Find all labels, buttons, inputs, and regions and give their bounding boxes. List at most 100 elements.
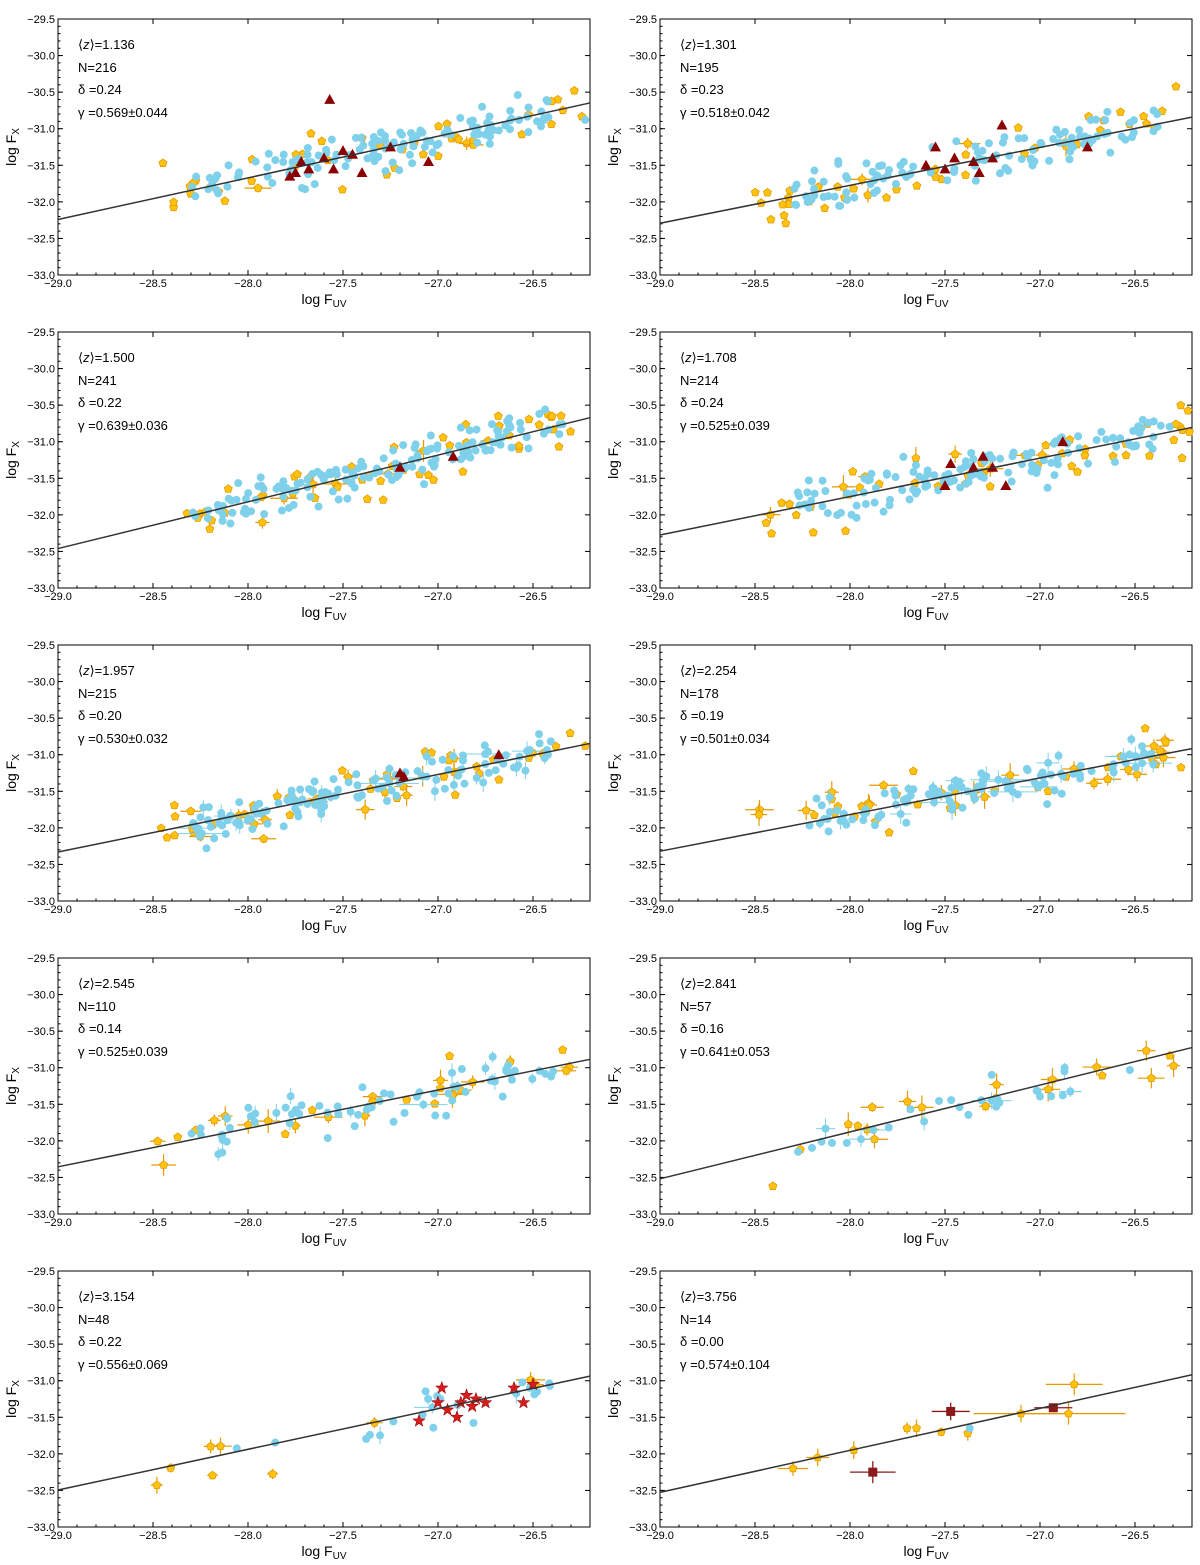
red-triangle-point xyxy=(930,141,941,152)
xmm-point xyxy=(159,1160,169,1169)
xmm-point xyxy=(1067,461,1077,470)
annotation-z-close: ⟩= xyxy=(692,350,705,365)
sdss-point xyxy=(223,182,232,191)
sdss-point xyxy=(934,486,943,495)
xmm-point xyxy=(820,203,830,212)
xmm-point xyxy=(280,1129,290,1138)
plot-frame xyxy=(659,957,1193,1215)
x-axis-label: log FUV xyxy=(903,917,948,936)
y-axis-label: log FX xyxy=(605,128,624,166)
sdss-point xyxy=(993,1094,1002,1103)
y-axis-label-sub: X xyxy=(613,128,624,135)
xmm-point xyxy=(307,1105,317,1115)
sdss-point xyxy=(1109,433,1118,442)
sdss-point xyxy=(541,405,550,414)
y-axis-label-sub: X xyxy=(613,441,624,448)
y-axis-label: log FX xyxy=(605,754,624,792)
sdss-point xyxy=(472,773,481,782)
data-layer xyxy=(158,85,590,212)
y-tick-label: −32.5 xyxy=(27,546,55,558)
sdss-point xyxy=(303,150,312,159)
annotation-z-open: ⟨ xyxy=(680,1289,685,1304)
y-tick-label: −33.0 xyxy=(629,1209,657,1221)
sdss-point xyxy=(354,1110,363,1119)
plot-frame xyxy=(659,644,1193,902)
sdss-point xyxy=(274,799,283,808)
sdss-point xyxy=(1043,483,1052,492)
x-axis-label: log FUV xyxy=(301,1230,346,1249)
y-tick-label: −33.0 xyxy=(629,896,657,908)
fit-line xyxy=(57,1058,591,1168)
xmm-point xyxy=(1123,764,1133,774)
sdss-point xyxy=(213,501,222,510)
sdss-point xyxy=(904,784,913,793)
xmm-point xyxy=(205,524,215,533)
sdss-point xyxy=(862,159,871,168)
sdss-point xyxy=(449,780,458,789)
sdss-point xyxy=(523,747,532,756)
sdss-point xyxy=(823,509,832,518)
sdss-point xyxy=(308,469,317,478)
sdss-point xyxy=(313,799,322,808)
x-tick-label: −26.5 xyxy=(519,1530,547,1542)
x-tick-label: −27.5 xyxy=(931,278,959,290)
sdss-point xyxy=(226,519,235,528)
sdss-point xyxy=(472,425,481,434)
sdss-point xyxy=(297,1101,306,1110)
sdss-point xyxy=(506,106,515,115)
sdss-point xyxy=(1054,751,1063,760)
y-tick-label: −30.5 xyxy=(27,400,55,412)
sdss-point xyxy=(987,1070,996,1079)
red-star-point xyxy=(516,1395,531,1409)
xmm-point xyxy=(841,526,851,535)
sdss-point xyxy=(327,135,336,144)
x-tick-label: −29.0 xyxy=(44,1217,72,1229)
sdss-point xyxy=(250,1117,259,1126)
xmm-point xyxy=(376,476,386,485)
sdss-point xyxy=(539,429,548,438)
x-tick-label: −27.0 xyxy=(1026,278,1054,290)
xmm-point xyxy=(908,766,918,775)
x-tick-label: −26.5 xyxy=(519,1217,547,1229)
sdss-point xyxy=(214,189,223,198)
sdss-point xyxy=(421,1387,430,1396)
sdss-point xyxy=(817,801,826,810)
sdss-point xyxy=(1128,133,1137,142)
x-tick-label: −29.0 xyxy=(646,1217,674,1229)
fit-line xyxy=(659,1046,1193,1180)
plot-frame xyxy=(57,1270,591,1528)
y-tick-label: −32.5 xyxy=(629,1485,657,1497)
sdss-point xyxy=(996,169,1005,178)
x-axis-label-sub: UV xyxy=(935,612,949,623)
red-star-point xyxy=(431,1395,445,1409)
sdss-point xyxy=(343,494,352,503)
sdss-point xyxy=(513,91,522,100)
sdss-point xyxy=(810,166,819,175)
sdss-point xyxy=(218,510,227,519)
red-triangle-point xyxy=(295,156,307,167)
y-tick-label: −31.5 xyxy=(629,160,657,172)
x-tick-label: −26.5 xyxy=(1121,1530,1149,1542)
annotation-z-open: ⟨ xyxy=(680,350,685,365)
sdss-point xyxy=(857,1135,866,1144)
sdss-point xyxy=(354,464,363,473)
sdss-point xyxy=(428,148,437,157)
xmm-point xyxy=(1041,440,1051,450)
annotation-delta: δ =0.22 xyxy=(78,1334,122,1349)
y-tick-label: −33.0 xyxy=(27,1522,55,1534)
sdss-point xyxy=(488,1052,497,1061)
x-tick-label: −28.5 xyxy=(139,591,167,603)
annotation-z-var: z xyxy=(82,663,90,678)
sdss-point xyxy=(902,818,911,827)
annotation-z-value: 1.957 xyxy=(102,663,135,678)
red-star-point xyxy=(450,1410,464,1424)
xmm-point xyxy=(285,810,295,819)
annotation-z-value: 2.254 xyxy=(704,663,737,678)
annotation-z-close: ⟩= xyxy=(90,976,103,991)
xmm-point xyxy=(534,420,544,429)
sdss-point xyxy=(875,162,884,171)
sdss-point xyxy=(484,747,493,756)
sdss-point xyxy=(352,770,361,779)
sdss-point xyxy=(411,440,420,449)
sdss-point xyxy=(291,156,300,165)
